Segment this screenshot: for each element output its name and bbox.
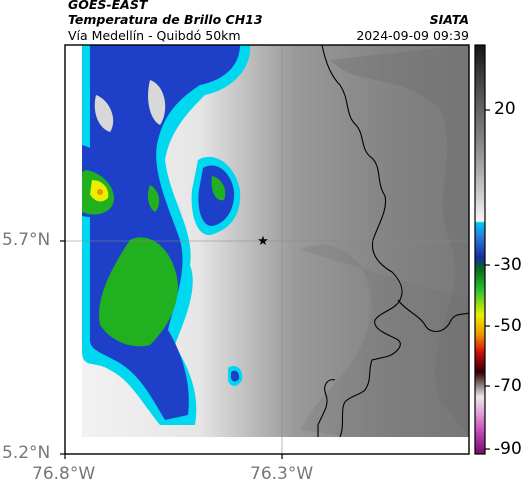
plot-border (64, 44, 470, 455)
colorbar-label-minus30: -30 (494, 255, 522, 275)
lat-label-5-7: 5.7°N (2, 230, 51, 250)
colorbar (475, 45, 485, 454)
colorbar-label-minus90: -90 (494, 439, 522, 459)
lat-label-5-2: 5.2°N (2, 443, 51, 463)
colorbar-label-minus70: -70 (494, 376, 522, 396)
colorbar-label-20: 20 (494, 99, 516, 119)
lon-label-76-3: 76.3°W (250, 464, 314, 484)
lon-label-76-8: 76.8°W (32, 464, 96, 484)
organization-label: SIATA (429, 12, 469, 27)
product-title: Temperatura de Brillo CH13 (68, 12, 263, 27)
satellite-name: GOES-EAST (68, 0, 148, 12)
colorbar-label-minus50: -50 (494, 316, 522, 336)
route-point-star: ★ (257, 234, 269, 249)
brightness-temperature-image (65, 45, 469, 454)
timestamp: 2024-09-09 09:39 (356, 28, 469, 43)
route-subtitle: Vía Medellín - Quibdó 50km (68, 28, 241, 43)
